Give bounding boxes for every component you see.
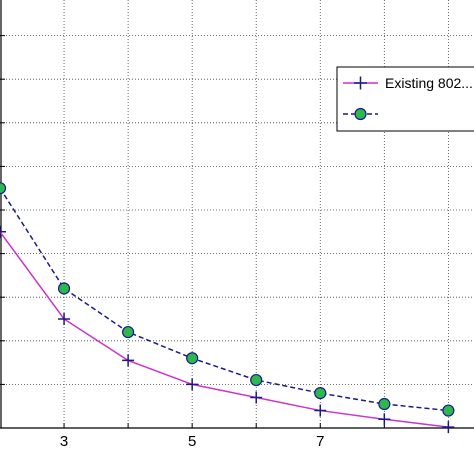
tick-labels: 3 5 7 [60,433,325,450]
series-0-point [0,225,6,238]
x-tick-label: 7 [316,433,324,450]
series-layer [0,182,455,434]
series-1-point [442,404,455,417]
series-1-point [186,352,199,365]
legend-label-existing: Existing 802... [385,75,473,91]
grid-lines [0,0,474,428]
series-1-point [250,373,263,387]
series-0-point [250,391,263,404]
series-0-point [122,354,135,367]
x-tick-label: 3 [60,433,68,450]
legend-marker-existing [354,76,367,90]
series-1-point [57,282,71,295]
series-1-point [0,182,7,195]
series-1-point [122,325,135,339]
series-0-point [186,378,199,391]
legend-marker-second [354,107,367,121]
legend: Existing 802... [336,66,474,132]
series-line-1 [0,187,449,412]
series-0-point [314,404,327,417]
series-0-point [378,413,391,426]
series-1-point [378,397,391,411]
series-1-point [314,387,327,400]
series-line-0 [0,231,449,428]
series-0-point [58,313,71,325]
x-tick-label: 5 [188,433,196,450]
series-0-point [442,421,455,434]
